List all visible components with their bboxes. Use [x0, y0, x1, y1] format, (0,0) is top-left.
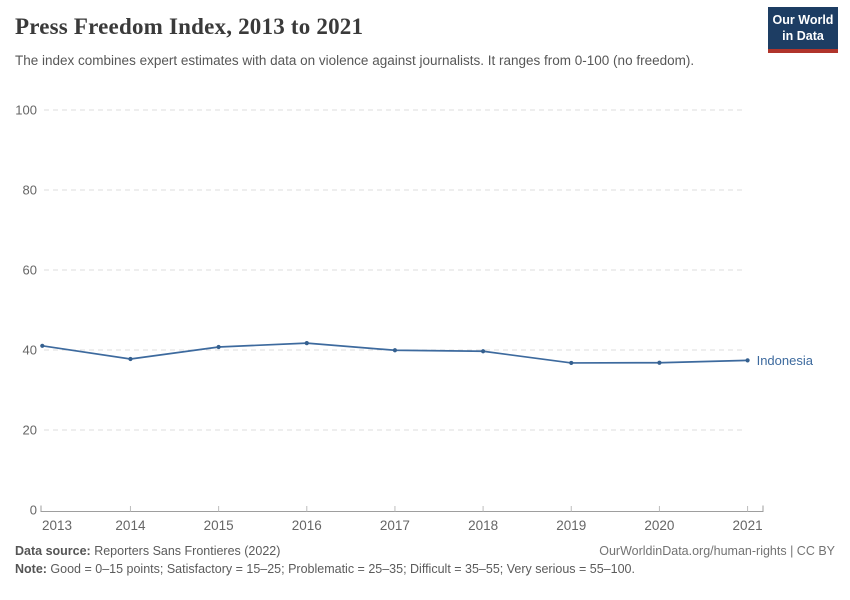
data-point	[569, 360, 574, 366]
x-axis-line	[40, 505, 764, 512]
x-axis-tick-label: 2015	[204, 518, 234, 533]
x-axis-tick-label: 2013	[42, 518, 72, 533]
y-axis-tick-label: 60	[23, 263, 37, 278]
data-line	[41, 342, 749, 364]
data-source-line: Data source: Reporters Sans Frontieres (…	[15, 544, 280, 558]
data-point	[304, 341, 309, 346]
owid-logo-line1: Our World	[772, 13, 834, 27]
y-axis-tick-label: 80	[23, 183, 37, 198]
note-text: Good = 0–15 points; Satisfactory = 15–25…	[46, 562, 635, 576]
data-point	[392, 348, 398, 353]
y-axis-tick-label: 40	[23, 343, 37, 358]
y-axis-tick-label: 100	[15, 103, 37, 118]
x-axis-tick-label: 2014	[115, 518, 146, 533]
chart-subtitle: The index combines expert estimates with…	[15, 53, 695, 68]
data-point	[657, 360, 662, 365]
x-axis-tick-label: 2021	[733, 518, 763, 533]
data-point	[40, 343, 45, 348]
data-point	[128, 356, 133, 362]
x-axis-tick-label: 2016	[292, 518, 322, 533]
data-source-label: Data source:	[15, 544, 91, 558]
chart-title: Press Freedom Index, 2013 to 2021	[15, 14, 364, 39]
chart-footer: Data source: Reporters Sans Frontieres (…	[15, 544, 835, 576]
data-point	[216, 344, 221, 350]
data-point	[745, 358, 750, 363]
x-axis-tick-label: 2020	[644, 518, 674, 533]
note-line: Note: Good = 0–15 points; Satisfactory =…	[15, 562, 835, 576]
x-axis-tick-label: 2017	[380, 518, 410, 533]
attribution-link[interactable]: OurWorldinData.org/human-rights | CC BY	[599, 544, 835, 558]
owid-logo-line2: in Data	[782, 28, 824, 43]
data-source-text: Reporters Sans Frontieres (2022)	[90, 544, 281, 558]
y-axis-tick-label: 0	[30, 503, 37, 518]
owid-logo[interactable]: Our World in Data	[768, 7, 838, 54]
x-axis-tick-label: 2018	[468, 518, 498, 533]
x-axis-tick-label: 2019	[556, 518, 586, 533]
y-axis-tick-label: 20	[23, 423, 37, 438]
series-label: Indonesia	[757, 353, 814, 368]
data-point	[481, 349, 486, 354]
note-label: Note:	[15, 562, 47, 576]
